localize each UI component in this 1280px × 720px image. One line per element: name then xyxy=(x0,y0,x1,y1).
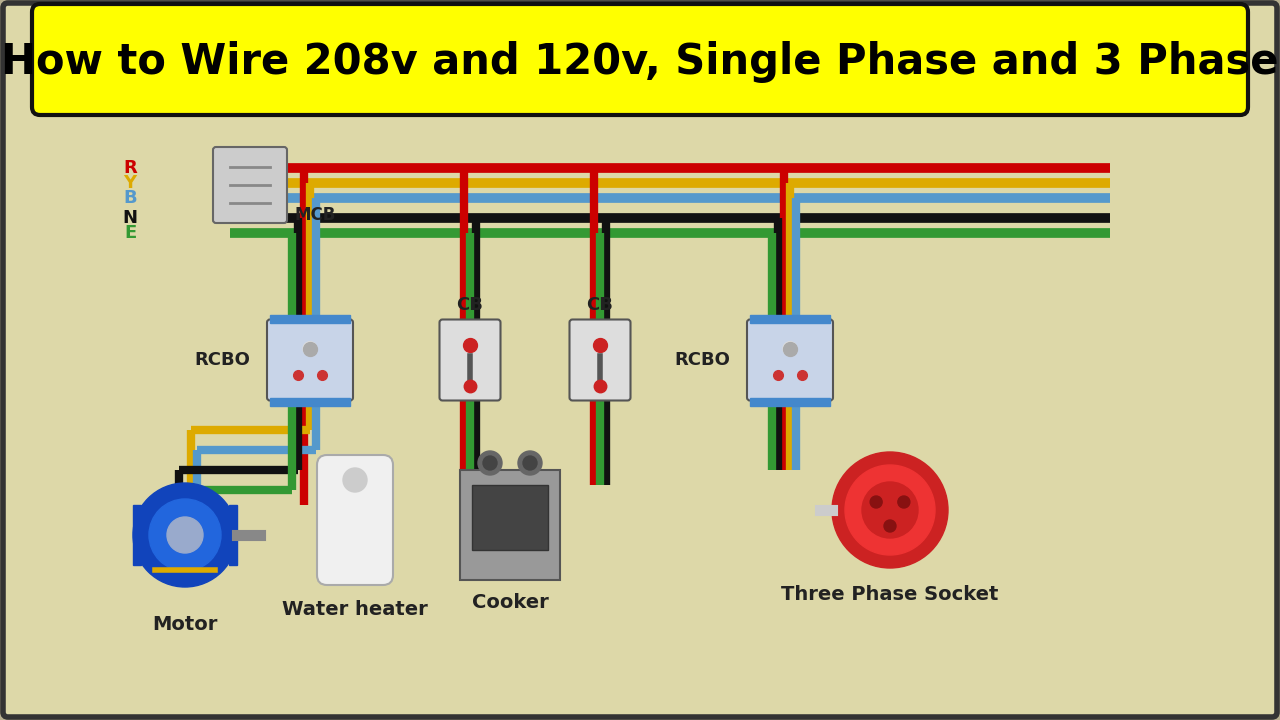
FancyBboxPatch shape xyxy=(439,320,500,400)
Text: Water heater: Water heater xyxy=(282,600,428,619)
FancyBboxPatch shape xyxy=(570,320,631,400)
Text: B: B xyxy=(123,189,137,207)
Circle shape xyxy=(524,456,538,470)
Circle shape xyxy=(832,452,948,568)
FancyBboxPatch shape xyxy=(212,147,287,223)
Text: Motor: Motor xyxy=(152,615,218,634)
FancyBboxPatch shape xyxy=(748,320,833,400)
Circle shape xyxy=(477,451,502,475)
Text: RCBO: RCBO xyxy=(195,351,250,369)
Text: Y: Y xyxy=(123,174,137,192)
Circle shape xyxy=(303,342,317,356)
Text: E: E xyxy=(124,224,136,242)
Circle shape xyxy=(483,456,497,470)
Text: Three Phase Socket: Three Phase Socket xyxy=(781,585,998,604)
Circle shape xyxy=(518,451,541,475)
Text: N: N xyxy=(123,209,137,227)
Circle shape xyxy=(148,499,221,571)
Bar xyxy=(229,505,237,565)
Circle shape xyxy=(897,496,910,508)
Bar xyxy=(270,315,349,323)
Circle shape xyxy=(845,465,934,555)
Text: MCB: MCB xyxy=(294,206,337,224)
Text: CB: CB xyxy=(457,296,484,314)
Text: CB: CB xyxy=(586,296,613,314)
Bar xyxy=(133,505,141,565)
Text: Cooker: Cooker xyxy=(471,593,548,612)
Text: How to Wire 208v and 120v, Single Phase and 3 Phase: How to Wire 208v and 120v, Single Phase … xyxy=(1,41,1279,83)
FancyBboxPatch shape xyxy=(268,320,353,400)
Text: RCBO: RCBO xyxy=(675,351,730,369)
FancyBboxPatch shape xyxy=(472,485,548,550)
FancyBboxPatch shape xyxy=(3,3,1277,717)
FancyBboxPatch shape xyxy=(32,4,1248,115)
Bar xyxy=(750,397,829,405)
Text: R: R xyxy=(123,159,137,177)
Circle shape xyxy=(166,517,204,553)
Bar xyxy=(750,315,829,323)
Circle shape xyxy=(870,496,882,508)
Circle shape xyxy=(884,520,896,532)
Bar xyxy=(270,397,349,405)
Circle shape xyxy=(861,482,918,538)
FancyBboxPatch shape xyxy=(460,470,561,580)
Circle shape xyxy=(343,468,367,492)
FancyBboxPatch shape xyxy=(317,455,393,585)
Circle shape xyxy=(783,342,797,356)
Circle shape xyxy=(133,483,237,587)
